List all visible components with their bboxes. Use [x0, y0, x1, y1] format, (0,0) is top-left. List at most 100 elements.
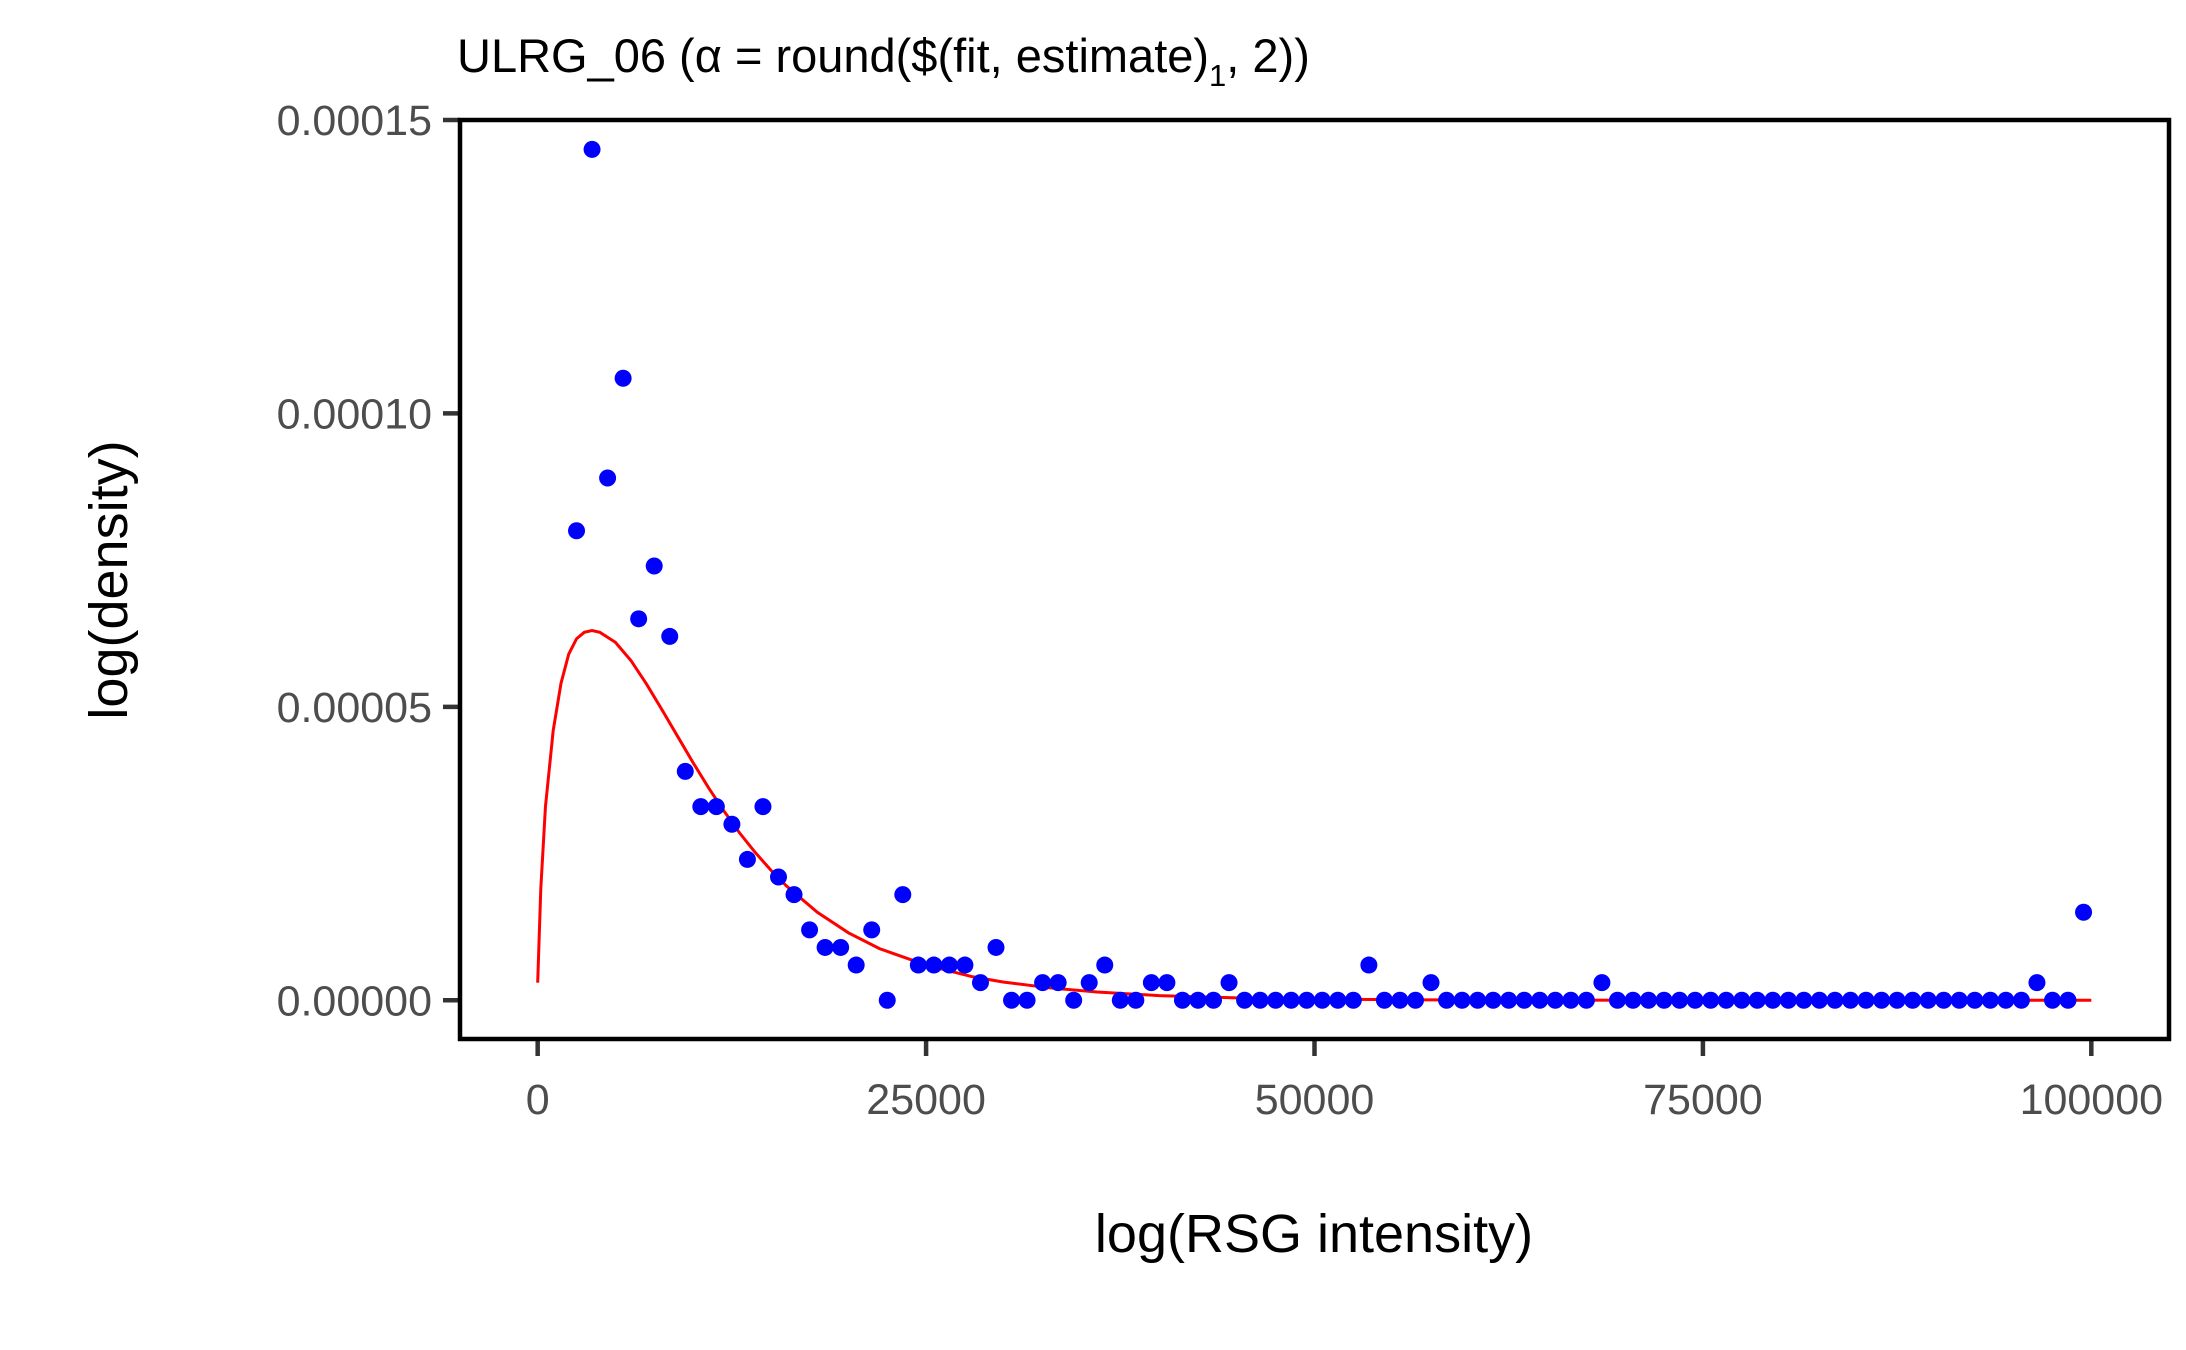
data-point	[1329, 991, 1347, 1009]
data-point	[1935, 991, 1953, 1009]
data-point	[707, 798, 725, 816]
data-point	[2059, 991, 2077, 1009]
chart-title: ULRG_06 (α = round($(fit, estimate)1, 2)…	[457, 29, 1310, 93]
data-point	[1546, 991, 1564, 1009]
data-point	[692, 798, 710, 816]
x-axis: 0 25000 50000 75000 100000	[526, 1039, 2163, 1124]
x-tick-label: 100000	[2020, 1076, 2164, 1124]
data-point	[1111, 991, 1129, 1009]
data-point	[1842, 991, 1859, 1009]
data-point	[940, 956, 958, 974]
data-point	[1857, 991, 1875, 1009]
data-point	[1080, 974, 1098, 992]
data-point	[2075, 903, 2093, 921]
data-point	[1003, 991, 1021, 1009]
data-point	[1577, 991, 1595, 1009]
data-point	[1655, 991, 1673, 1009]
data-point	[1810, 991, 1828, 1009]
data-point	[770, 868, 787, 886]
x-tick-label: 50000	[1255, 1076, 1375, 1124]
data-point	[1562, 991, 1580, 1009]
data-point	[614, 369, 632, 387]
panel-border	[457, 117, 2172, 1042]
data-point	[1189, 991, 1207, 1009]
data-point	[1267, 991, 1285, 1009]
data-point	[1873, 991, 1891, 1009]
x-axis-label: log(RSG intensity)	[1095, 1204, 1533, 1264]
chart-title-main: ULRG_06 (α = round($(fit, estimate)	[457, 29, 1209, 82]
y-tick-label: 0.00010	[277, 390, 432, 438]
data-point	[1360, 956, 1378, 974]
data-point	[1500, 991, 1518, 1009]
data-point	[599, 469, 617, 487]
data-point	[1438, 991, 1456, 1009]
data-point	[754, 798, 772, 816]
fit-curve	[536, 629, 2092, 1002]
x-tick-label: 0	[526, 1076, 550, 1124]
data-point	[1096, 956, 1114, 974]
data-point	[1717, 991, 1735, 1009]
chart-title-subscript: 1	[1209, 58, 1226, 93]
data-point	[1469, 991, 1487, 1009]
data-point	[676, 762, 694, 780]
data-point	[1484, 991, 1502, 1009]
data-point	[1966, 991, 1984, 1009]
data-point	[1344, 991, 1362, 1009]
data-point	[568, 522, 586, 540]
data-point	[1733, 991, 1751, 1009]
plot-area	[536, 140, 2093, 1009]
data-point	[801, 921, 819, 939]
data-point	[1640, 991, 1658, 1009]
data-point	[1702, 991, 1720, 1009]
x-tick-label: 75000	[1643, 1076, 1763, 1124]
data-point	[1298, 991, 1316, 1009]
data-point	[1671, 991, 1689, 1009]
data-point	[1391, 991, 1409, 1009]
data-point	[1515, 991, 1533, 1009]
data-point	[1236, 991, 1254, 1009]
data-point	[1919, 991, 1937, 1009]
data-point	[971, 974, 989, 992]
data-point	[894, 886, 912, 904]
data-point	[1065, 991, 1083, 1009]
data-point	[1142, 974, 1160, 992]
data-point	[1686, 991, 1704, 1009]
data-point	[1531, 991, 1549, 1009]
data-point	[1034, 974, 1052, 992]
data-point	[1220, 974, 1238, 992]
data-point	[1251, 991, 1269, 1009]
data-point	[1205, 991, 1223, 1009]
data-point	[1158, 974, 1176, 992]
data-point	[2012, 991, 2030, 1009]
data-point	[909, 956, 927, 974]
data-point	[1888, 991, 1906, 1009]
data-point	[1375, 991, 1393, 1009]
data-point	[1593, 974, 1611, 992]
data-point	[1795, 991, 1813, 1009]
y-axis-label: log(density)	[79, 440, 139, 719]
data-point	[2028, 974, 2046, 992]
y-tick-label: 0.00015	[277, 97, 432, 145]
data-point	[661, 627, 679, 645]
y-tick-label: 0.00000	[277, 977, 432, 1025]
data-point	[1173, 991, 1191, 1009]
data-point	[832, 938, 850, 956]
data-point	[1406, 991, 1424, 1009]
data-point	[1422, 974, 1440, 992]
data-point	[2043, 991, 2061, 1009]
y-tick-label: 0.00005	[277, 684, 432, 732]
data-point	[723, 815, 741, 833]
data-points	[568, 140, 2093, 1009]
data-point	[925, 956, 943, 974]
data-point	[816, 938, 834, 956]
data-point	[583, 140, 601, 158]
data-point	[1779, 991, 1797, 1009]
x-tick-label: 25000	[866, 1076, 986, 1124]
data-point	[1624, 991, 1642, 1009]
data-point	[1453, 991, 1471, 1009]
data-point	[1950, 991, 1968, 1009]
chart-title-tail: , 2))	[1226, 29, 1310, 82]
data-point	[847, 956, 865, 974]
data-point	[785, 886, 803, 904]
